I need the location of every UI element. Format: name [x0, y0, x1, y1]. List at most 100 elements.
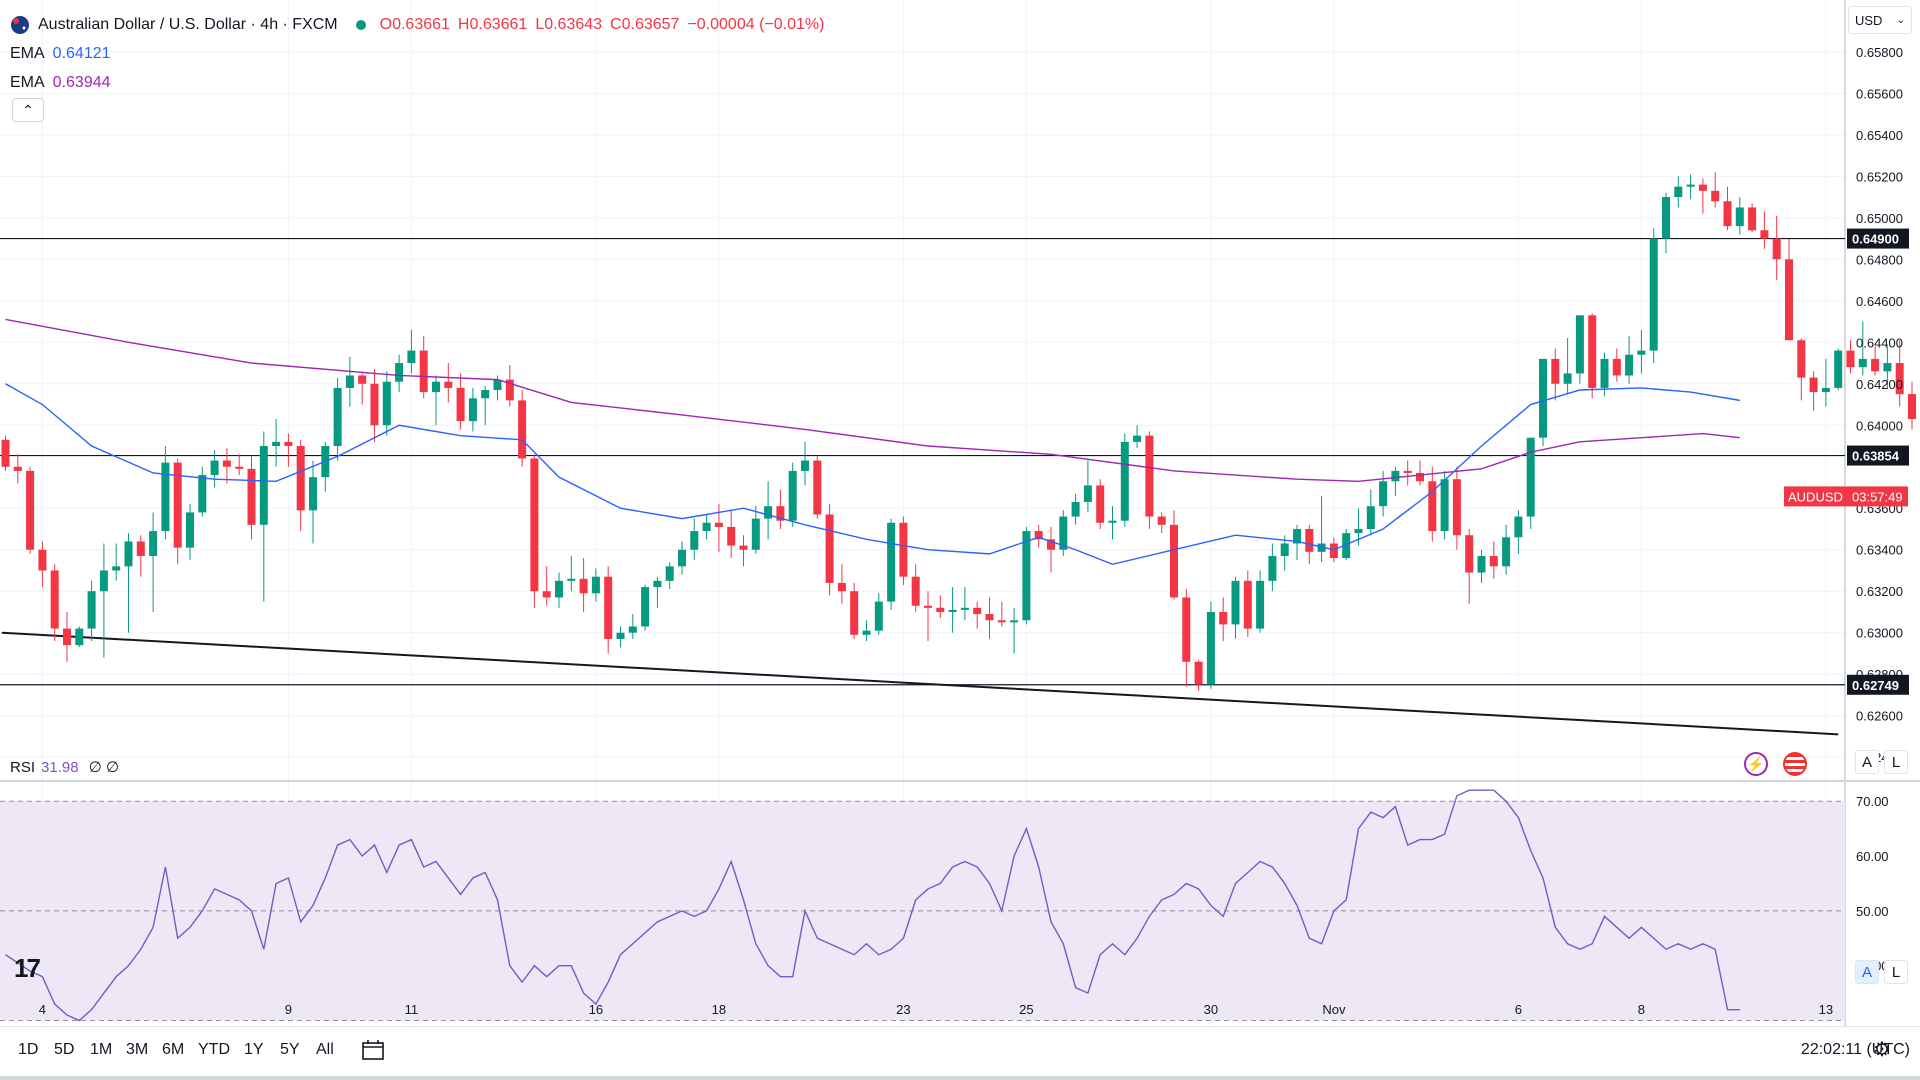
candle-body	[1170, 524, 1178, 598]
utc-clock[interactable]: 22:02:11 (UTC)	[1800, 1041, 1910, 1058]
candles	[1, 172, 1916, 691]
log-scale-button[interactable]: L	[1884, 750, 1908, 774]
candle-body	[702, 522, 711, 532]
candle-body	[973, 607, 982, 615]
candle-body	[874, 601, 883, 631]
candle-body	[1329, 543, 1338, 559]
rsi-pane	[0, 789, 1845, 1022]
currency-label: USD	[1855, 13, 1883, 28]
timeframe-1y[interactable]: 1Y	[244, 1041, 264, 1058]
candle-body	[776, 506, 785, 521]
candle-body	[911, 576, 920, 606]
candle-body	[1908, 394, 1916, 420]
candle-body	[1403, 470, 1412, 473]
candle-body	[1477, 555, 1486, 573]
rsi-extra: ∅ ∅	[88, 759, 120, 776]
candle-body	[579, 578, 588, 594]
chevron-up-icon: ⌃	[22, 102, 34, 118]
chart-canvas[interactable]: 0.65800 0.65600 0.65400 0.65200 0.65000 0.648…	[0, 0, 1920, 1026]
timeframe-5d[interactable]: 5D	[54, 1041, 75, 1058]
ema-fast-label[interactable]: EMA	[10, 44, 45, 62]
timeframe-5y[interactable]: 5Y	[280, 1041, 300, 1058]
price-tick-label: 0.65400	[1856, 128, 1903, 143]
time-tick-label: 11	[405, 1002, 419, 1017]
candle-body	[1846, 350, 1855, 368]
candle-body	[395, 363, 404, 382]
gear-icon[interactable]: ⚙	[1873, 1039, 1891, 1061]
price-tick-label: 0.65800	[1856, 45, 1903, 60]
candle-body	[665, 566, 674, 581]
bottom-toolbar: 1D 5D 1M 3M 6M YTD 1Y 5Y All 22:02:11 (UTC)	[0, 1026, 1920, 1077]
candle-body	[1785, 259, 1793, 341]
timeframe-6m[interactable]: 6M	[162, 1041, 185, 1058]
candle-body	[370, 383, 379, 426]
auto-scale-button[interactable]: A	[1855, 750, 1879, 774]
candle-body	[936, 607, 945, 612]
candle-body	[530, 458, 539, 592]
time-tick-label: 9	[285, 1002, 292, 1017]
candle-body	[1096, 485, 1105, 523]
timeframe-1d[interactable]: 1D	[18, 1041, 39, 1058]
candle-body	[985, 614, 994, 621]
price-tick-label: 0.63000	[1856, 626, 1903, 641]
candle-body	[272, 441, 281, 447]
candle-body	[1194, 661, 1203, 685]
tradingview-logo: 17	[14, 953, 41, 983]
candle-body	[1600, 358, 1609, 388]
currency-selector[interactable]: USD ⌄	[1848, 6, 1912, 34]
candle-body	[1293, 528, 1301, 544]
candle-body	[1588, 315, 1597, 388]
collapse-legend-button[interactable]: ⌃	[12, 98, 44, 122]
candle-body	[432, 381, 440, 393]
candle-body	[1452, 479, 1461, 536]
candle-body	[235, 466, 244, 469]
timeframe-1m[interactable]: 1M	[90, 1041, 113, 1058]
candle-body	[259, 446, 268, 525]
candle-body	[345, 375, 354, 388]
candle-body	[1674, 186, 1683, 198]
symbol-title[interactable]: Australian Dollar / U.S. Dollar · 4h · F…	[38, 15, 338, 33]
ticker-price-tag	[1784, 486, 1908, 507]
candle-body	[284, 441, 293, 447]
candle-body	[1231, 580, 1240, 625]
ema-slow-label[interactable]: EMA	[10, 73, 45, 91]
price-tick-label: 0.63200	[1856, 584, 1903, 599]
candle-body	[1428, 481, 1437, 532]
candle-body	[1083, 485, 1092, 503]
australia-flag-icon	[11, 15, 29, 34]
ticker-countdown: 03:57:49	[1852, 489, 1903, 504]
candle-body	[1871, 358, 1880, 372]
time-tick-label: 13	[1819, 1002, 1833, 1017]
rsi-tick-label: 70.00	[1856, 794, 1889, 809]
candle-body	[825, 514, 834, 583]
trendline	[1, 631, 1839, 736]
us-flag-icon[interactable]	[1783, 752, 1807, 776]
candle-body	[690, 531, 699, 550]
lightning-icon[interactable]: ⚡	[1744, 752, 1768, 776]
candle-body	[727, 526, 736, 546]
candle-body	[333, 387, 342, 447]
rsi-label[interactable]: RSI	[10, 759, 36, 776]
calendar-icon[interactable]	[362, 1040, 384, 1060]
rsi-tick-label: 60.00	[1856, 849, 1889, 864]
candle-body	[296, 446, 305, 511]
candle-body	[309, 477, 317, 511]
candle-body	[948, 609, 957, 612]
candle-body	[1416, 472, 1424, 482]
candle-body	[1760, 230, 1769, 239]
ohlc-low: L0.63643	[535, 15, 603, 33]
timeframe-ytd[interactable]: YTD	[198, 1041, 230, 1058]
timeframe-3m[interactable]: 3M	[126, 1041, 149, 1058]
price-tick-label: 0.62600	[1856, 709, 1903, 724]
candle-body	[26, 470, 35, 550]
rsi-log-scale-button[interactable]: L	[1884, 960, 1908, 984]
candle-body	[1047, 539, 1055, 550]
candle-body	[1821, 387, 1830, 393]
timeframe-all[interactable]: All	[316, 1041, 334, 1058]
candle-body	[1895, 363, 1904, 395]
candle-body	[1108, 520, 1117, 523]
price-tick-label: 0.64000	[1856, 418, 1903, 433]
rsi-auto-scale-button[interactable]: A	[1855, 960, 1879, 984]
scrollbar[interactable]	[0, 1076, 1920, 1080]
